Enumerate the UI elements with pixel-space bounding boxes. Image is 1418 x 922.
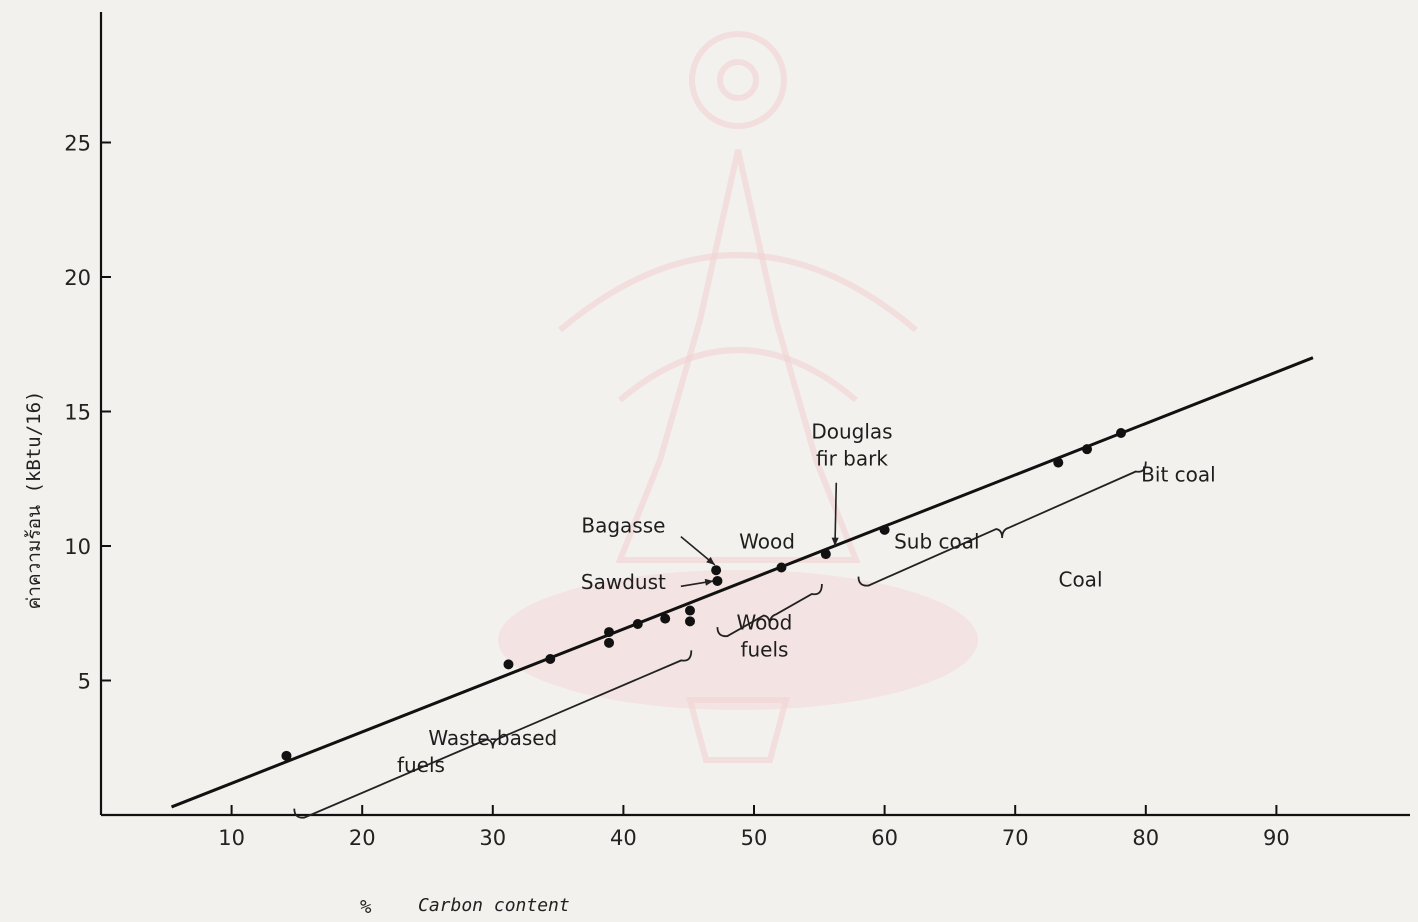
data-point bbox=[1053, 457, 1064, 468]
data-point bbox=[604, 627, 615, 638]
y-axis-label: ค่าความร้อน (kBtu/16) bbox=[23, 391, 45, 610]
x-axis-label: Carbon content bbox=[418, 895, 570, 916]
annotation-label: Bit coal bbox=[1141, 462, 1216, 486]
data-point bbox=[776, 562, 787, 573]
data-point bbox=[545, 653, 556, 664]
annotation-label: Sub coal bbox=[894, 530, 979, 554]
annotation-label: Wood bbox=[737, 610, 793, 634]
data-point bbox=[281, 750, 292, 761]
x-tick-label: 80 bbox=[1132, 826, 1159, 850]
data-point bbox=[711, 565, 722, 576]
fit-line bbox=[170, 356, 1314, 809]
data-point bbox=[503, 659, 514, 670]
data-point bbox=[879, 524, 890, 535]
annotation-label: fuels bbox=[397, 753, 445, 777]
data-point bbox=[604, 637, 615, 648]
annotation-label: Waste-based bbox=[428, 726, 557, 750]
annotation-label: Wood bbox=[739, 530, 795, 554]
x-tick-label: 90 bbox=[1263, 826, 1290, 850]
y-tick-label: 5 bbox=[78, 670, 91, 694]
data-point bbox=[632, 619, 643, 630]
y-tick-label: 10 bbox=[64, 535, 91, 559]
fit-line-group bbox=[170, 356, 1314, 809]
data-point bbox=[685, 616, 696, 627]
data-point bbox=[1082, 444, 1093, 455]
x-tick-label: 60 bbox=[871, 826, 898, 850]
annotation-label: fuels bbox=[740, 637, 788, 661]
data-points bbox=[281, 428, 1126, 761]
y-tick-label: 20 bbox=[64, 266, 91, 290]
annotation-label: fir bark bbox=[816, 446, 888, 470]
y-tick-label: 25 bbox=[64, 132, 91, 156]
annotation-label: Douglas bbox=[811, 419, 892, 443]
brace-wood-fuels bbox=[716, 583, 823, 638]
brace-coal bbox=[857, 461, 1147, 587]
x-axis-label-prefix: % bbox=[360, 896, 372, 918]
x-tick-label: 10 bbox=[218, 826, 245, 850]
data-point bbox=[685, 605, 696, 616]
arrow-head bbox=[831, 537, 839, 546]
data-point bbox=[660, 613, 671, 624]
annotations: Douglas fir bark Bit coal Bagasse Wood Sub co… bbox=[397, 419, 1216, 777]
annotation-arrow bbox=[834, 482, 838, 547]
axes: 10 20 30 40 50 60 70 80 90 5 10 15 20 25 bbox=[64, 12, 1410, 850]
annotation-label: Coal bbox=[1058, 567, 1102, 591]
axis-labels: ค่าความร้อน (kBtu/16)% Carbon content bbox=[23, 391, 570, 918]
watermark-emblem bbox=[498, 31, 978, 763]
annotation-label: Bagasse bbox=[581, 514, 665, 538]
data-point bbox=[820, 549, 831, 560]
arrow-head bbox=[704, 578, 714, 586]
x-tick-label: 40 bbox=[610, 826, 637, 850]
y-tick-label: 15 bbox=[64, 401, 91, 425]
data-point bbox=[1115, 428, 1126, 439]
x-tick-label: 70 bbox=[1002, 826, 1029, 850]
arrow-head bbox=[706, 556, 715, 565]
annotation-label: Sawdust bbox=[581, 570, 666, 594]
data-point bbox=[712, 575, 723, 586]
x-tick-label: 30 bbox=[479, 826, 506, 850]
x-tick-label: 50 bbox=[741, 826, 768, 850]
x-tick-label: 20 bbox=[349, 826, 376, 850]
